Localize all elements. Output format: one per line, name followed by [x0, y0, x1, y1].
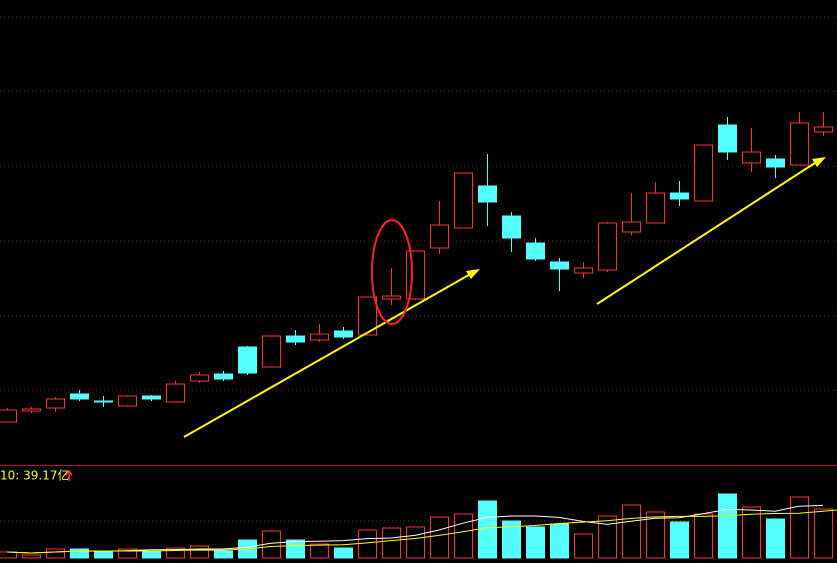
- volume-bar: [70, 548, 89, 559]
- candle-body: [430, 224, 449, 249]
- volume-bar: [718, 493, 737, 559]
- candle-body: [70, 393, 89, 400]
- volume-bar: [310, 543, 329, 559]
- candle-body: [550, 261, 569, 270]
- volume-bar: [814, 508, 833, 559]
- candle-body: [310, 333, 329, 341]
- candle-body: [526, 242, 545, 260]
- volume-bar: [46, 548, 65, 559]
- candle-body: [190, 374, 209, 382]
- candle-body: [142, 395, 161, 400]
- marks: [0, 16, 837, 559]
- candle-body: [622, 221, 641, 233]
- volume-bar: [574, 533, 593, 559]
- volume-bar: [382, 527, 401, 559]
- volume-bar: [430, 516, 449, 559]
- candle-body: [502, 215, 521, 239]
- volume-bar: [742, 506, 761, 559]
- volume-bar: [454, 513, 473, 559]
- candle-body: [454, 172, 473, 229]
- volume-bar: [0, 551, 17, 559]
- volume-bar: [118, 548, 137, 559]
- candle-body: [358, 296, 377, 336]
- volume-bar: [334, 547, 353, 559]
- volume-bar: [406, 526, 425, 559]
- trend-arrow: [596, 160, 819, 305]
- candle-body: [670, 192, 689, 200]
- candle-body: [814, 126, 833, 133]
- volume-bar: [598, 515, 617, 559]
- volume-bar: [358, 529, 377, 559]
- candle-body: [766, 158, 785, 168]
- candle-body: [166, 383, 185, 403]
- candle-body: [574, 267, 593, 274]
- volume-bar: [478, 500, 497, 559]
- candle-body: [262, 335, 281, 368]
- candle-body: [406, 250, 425, 300]
- volume-bar: [766, 518, 785, 559]
- candle-body: [790, 122, 809, 166]
- candle-body: [478, 185, 497, 203]
- candle-body: [598, 222, 617, 271]
- volume-bar: [166, 547, 185, 559]
- volume-bar: [190, 545, 209, 559]
- candle-body: [118, 395, 137, 407]
- arrow-head: [812, 157, 826, 167]
- volume-bar: [286, 539, 305, 559]
- volume-bar: [142, 550, 161, 559]
- candle-body: [382, 295, 401, 300]
- up-arrow-icon: [65, 469, 73, 481]
- candle-body: [238, 346, 257, 374]
- volume-bar: [22, 554, 41, 559]
- volume-bar: [94, 550, 113, 559]
- arrow-head: [466, 269, 480, 279]
- candle-body: [742, 151, 761, 164]
- candle-body: [94, 400, 113, 403]
- candle-body: [46, 398, 65, 409]
- candle-body: [0, 409, 17, 423]
- volume-bar: [550, 523, 569, 559]
- candle-body: [694, 144, 713, 202]
- volume-bar: [646, 511, 665, 559]
- highlight-ellipse: [371, 219, 413, 325]
- moving-average-line: [6, 509, 837, 554]
- volume-bar: [214, 550, 233, 559]
- candle-body: [22, 408, 41, 412]
- volume-bar: [502, 520, 521, 559]
- candle-body: [334, 330, 353, 338]
- volume-bar: [670, 521, 689, 559]
- volume-bar: [790, 496, 809, 559]
- volume-bar: [694, 513, 713, 559]
- volume-bar: [526, 526, 545, 559]
- candle-body: [646, 192, 665, 224]
- candle-body: [214, 373, 233, 380]
- candle-body: [286, 335, 305, 343]
- volume-label: 10: 39.17亿: [0, 468, 69, 483]
- volume-bar: [622, 504, 641, 559]
- trend-arrow: [183, 271, 475, 438]
- candle-body: [718, 124, 737, 153]
